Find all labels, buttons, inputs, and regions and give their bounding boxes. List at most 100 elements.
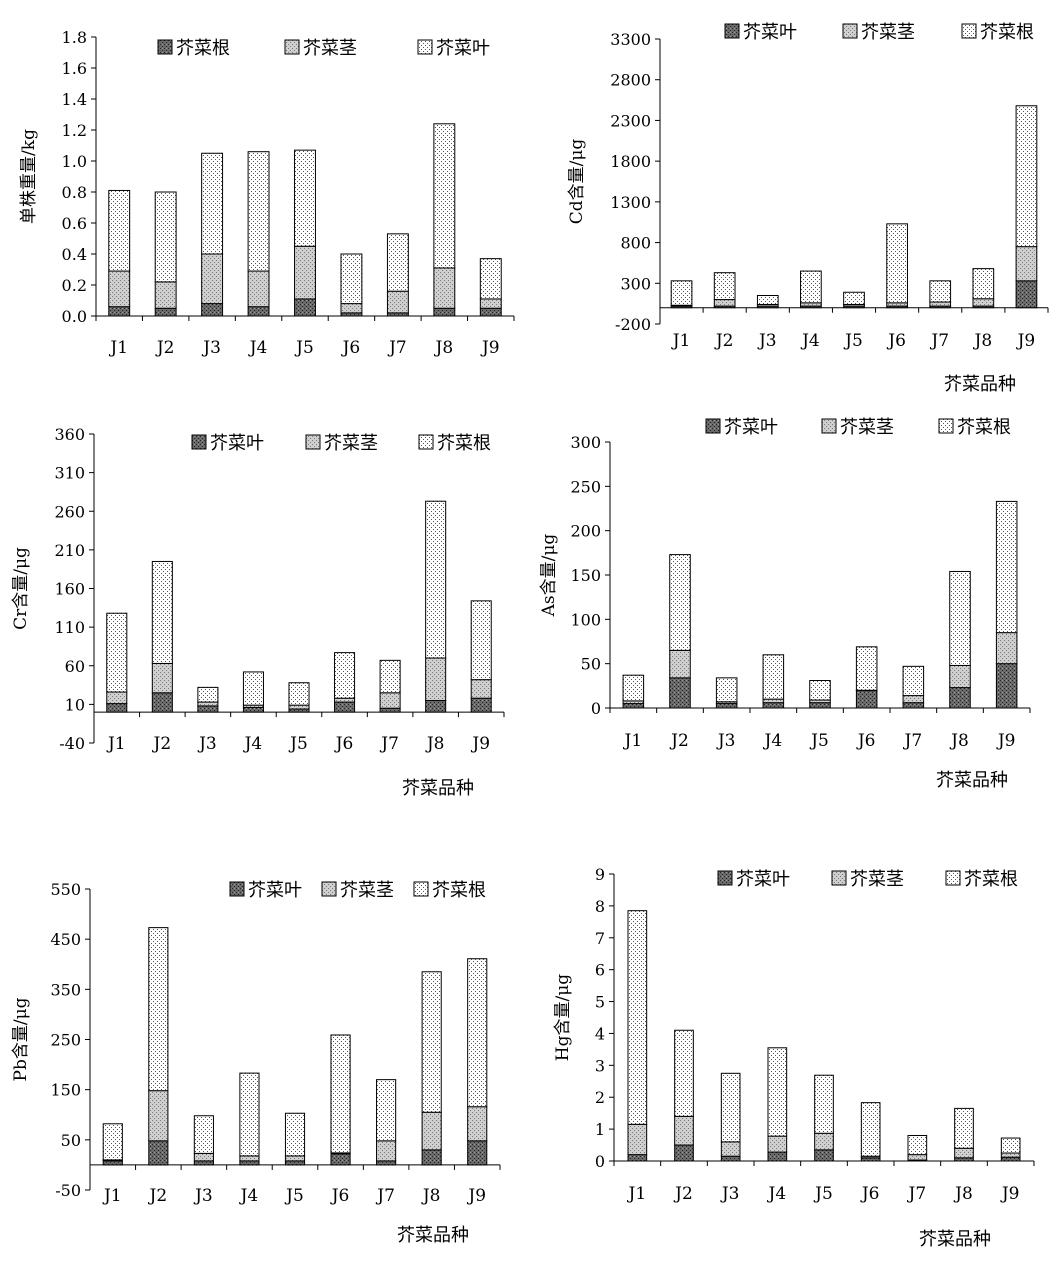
x-tick-label: J1 (623, 731, 643, 751)
y-tick-label: 6 (595, 961, 605, 980)
y-axis-label: Cr含量/μg (11, 547, 31, 630)
legend-label: 芥菜茎 (861, 22, 915, 43)
bar-J9-2 (1015, 246, 1038, 282)
x-tick-label: J8 (953, 1184, 973, 1204)
x-tick-label: J4 (763, 731, 783, 751)
x-tick-label: J1 (106, 734, 126, 754)
x-tick-label: J8 (973, 331, 993, 351)
legend-swatch (191, 434, 207, 450)
x-axis-label: 芥菜品种 (944, 374, 1016, 395)
x-tick-label: J2 (669, 731, 689, 751)
y-tick-label: 2300 (610, 111, 651, 130)
bar-J4-3 (767, 1047, 788, 1137)
bar-J6-3 (334, 652, 356, 699)
bar-J8-2 (949, 664, 971, 689)
bar-J5-2 (814, 1132, 834, 1151)
bar-J1-2 (108, 270, 131, 308)
y-tick-label: 7 (595, 929, 605, 948)
y-tick-label: 1.2 (62, 121, 87, 140)
bar-J5-3 (288, 682, 310, 706)
y-tick-label: 1 (595, 1120, 605, 1139)
y-tick-label: 1.0 (62, 152, 87, 171)
x-tick-label: J7 (375, 1186, 395, 1206)
x-tick-label: J8 (949, 731, 969, 751)
x-tick-label: J9 (466, 1186, 486, 1206)
bar-J3-1 (720, 1155, 741, 1162)
y-tick-label: 550 (50, 880, 81, 899)
y-tick-label: 0.6 (62, 214, 87, 233)
legend-swatch (842, 23, 858, 39)
x-tick-label: J9 (470, 734, 490, 754)
x-tick-label: J5 (813, 1184, 833, 1204)
y-axis-label: As含量/μg (539, 534, 559, 618)
y-tick-label: 1300 (610, 193, 651, 212)
legend-swatch (305, 434, 321, 450)
y-tick-label: 2800 (610, 71, 651, 90)
x-tick-label: J8 (425, 734, 445, 754)
x-tick-label: J4 (767, 1184, 787, 1204)
bar-J9-2 (479, 298, 502, 309)
bar-J5-2 (288, 704, 310, 710)
x-tick-label: J2 (152, 734, 172, 754)
y-tick-label: 210 (54, 541, 85, 560)
bar-J9-3 (467, 958, 488, 1108)
y-tick-label: 10 (65, 695, 85, 714)
y-tick-label: 310 (54, 464, 85, 483)
y-tick-label: -50 (55, 1181, 81, 1200)
bar-J2-2 (151, 662, 173, 694)
legend-swatch (705, 418, 721, 434)
y-tick-label: 50 (61, 1131, 81, 1150)
bar-J9-3 (479, 258, 502, 300)
legend-swatch (284, 39, 300, 55)
bar-J2-3 (713, 272, 736, 301)
y-tick-label: 1.4 (62, 90, 87, 109)
bar-J9-3 (1000, 1137, 1021, 1154)
y-tick-label: 0.2 (62, 276, 87, 295)
bar-J2-2 (154, 281, 177, 309)
bar-J2-3 (674, 1029, 694, 1117)
bar-J3-3 (756, 295, 779, 305)
bar-J3-3 (201, 152, 224, 255)
x-tick-label: J6 (330, 1186, 350, 1206)
x-tick-label: J7 (903, 731, 923, 751)
y-tick-label: 1.6 (62, 59, 87, 78)
x-tick-label: J3 (757, 331, 777, 351)
bar-J7-3 (376, 1079, 397, 1142)
bar-J2-1 (151, 692, 173, 713)
legend-label: 芥菜茎 (850, 869, 904, 890)
bar-J8-3 (433, 123, 456, 269)
x-tick-label: J4 (239, 1186, 259, 1206)
x-tick-label: J1 (108, 338, 128, 358)
bar-J1-3 (106, 612, 128, 693)
x-tick-label: J2 (155, 338, 175, 358)
y-tick-label: 0.4 (62, 245, 87, 264)
x-tick-label: J1 (102, 1186, 122, 1206)
legend-swatch (321, 881, 337, 897)
y-tick-label: -40 (59, 734, 85, 753)
y-tick-label: 360 (54, 425, 85, 444)
bar-J6-2 (334, 697, 356, 703)
bar-J2-1 (669, 677, 691, 709)
y-tick-label: 300 (620, 274, 651, 293)
bar-J6-2 (340, 303, 363, 314)
x-tick-label: J3 (193, 1186, 213, 1206)
x-axis-label: 芥菜品种 (402, 778, 474, 799)
chart-panel-1: 0.0 0.2 0.4 0.6 0.8 1.0 1.2 1.4 1.6 1.8 J1 J2 J3 J4 J5… (19, 28, 515, 358)
x-axis-label: 芥菜品种 (397, 1225, 469, 1246)
bar-J5-1 (284, 1160, 306, 1166)
legend-swatch (229, 881, 245, 897)
bar-J7-3 (379, 659, 401, 694)
y-tick-label: 300 (570, 433, 601, 452)
bar-J8-3 (425, 500, 447, 659)
bar-J2-1 (674, 1144, 694, 1162)
x-tick-label: J5 (288, 734, 308, 754)
bar-J9-3 (995, 500, 1018, 634)
bar-J3-1 (193, 1160, 214, 1166)
bar-J7-2 (376, 1140, 397, 1162)
bar-J4-1 (242, 706, 264, 713)
bar-J8-3 (421, 971, 442, 1113)
bar-J6-3 (330, 1034, 351, 1154)
x-tick-label: J5 (809, 731, 829, 751)
y-tick-label: 200 (570, 522, 601, 541)
chart-panel-4: 050100150200250300J1 J2 J3 J4 J5 J6 J7 J8 J9芥菜叶芥… (539, 417, 1031, 791)
